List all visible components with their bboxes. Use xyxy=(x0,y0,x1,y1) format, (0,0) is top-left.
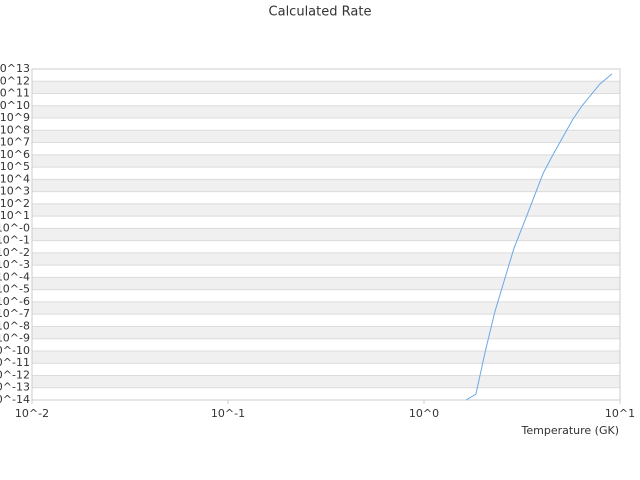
y-tick-label: 10^13 xyxy=(0,62,30,75)
y-tick-label: 10^11 xyxy=(0,87,30,100)
y-tick-label: 10^1 xyxy=(0,209,30,222)
y-tick-label: 10^-3 xyxy=(0,258,30,271)
y-tick-label: 10^6 xyxy=(0,148,30,161)
grid-band xyxy=(32,154,620,168)
y-tick-label: 10^-9 xyxy=(0,332,30,345)
y-tick-label: 10^9 xyxy=(0,111,30,124)
grid-band xyxy=(32,277,620,290)
grid-band xyxy=(32,252,620,266)
y-tick-label: 10^-7 xyxy=(0,307,30,320)
grid-band xyxy=(32,326,620,339)
grid-band xyxy=(32,375,620,388)
grid-band xyxy=(32,228,620,241)
y-tick-label: 10^7 xyxy=(0,136,30,149)
y-tick-label: 10^4 xyxy=(0,172,30,185)
y-tick-label: 10^-11 xyxy=(0,356,30,369)
x-tick-label: 10^1 xyxy=(605,407,635,420)
grid-band xyxy=(32,105,620,119)
y-tick-label: 10^-2 xyxy=(0,246,30,259)
y-tick-label: 10^12 xyxy=(0,74,30,87)
y-tick-label: 10^-0 xyxy=(0,221,30,234)
y-tick-label: 10^-8 xyxy=(0,319,30,332)
x-tick-label: 10^-1 xyxy=(211,407,245,420)
y-tick-label: 10^3 xyxy=(0,185,30,198)
y-tick-label: 10^-6 xyxy=(0,295,30,308)
x-axis-label: Temperature (GK) xyxy=(521,424,620,437)
y-tick-label: 10^-10 xyxy=(0,344,30,357)
plot-frame xyxy=(31,68,621,401)
grid-band xyxy=(32,81,620,94)
y-tick-label: 10^-5 xyxy=(0,283,30,296)
grid-band xyxy=(32,179,620,192)
y-tick-label: 10^-13 xyxy=(0,381,30,394)
x-tick-label: 10^0 xyxy=(409,407,439,420)
y-tick-label: 10^10 xyxy=(0,99,30,112)
data-line xyxy=(465,73,613,401)
y-tick-label: 10^-14 xyxy=(0,393,30,406)
y-tick-label: 10^2 xyxy=(0,197,30,210)
y-tick-label: 10^-1 xyxy=(0,234,30,247)
y-tick-label: 10^5 xyxy=(0,160,30,173)
y-tick-label: 10^8 xyxy=(0,123,30,136)
x-tick-label: 10^-2 xyxy=(15,407,49,420)
plot-background xyxy=(32,81,620,388)
y-tick-label: 10^-4 xyxy=(0,270,30,283)
grid-band xyxy=(32,350,620,364)
y-tick-label: 10^-12 xyxy=(0,368,30,381)
grid-band xyxy=(32,130,620,143)
grid-band xyxy=(32,203,620,217)
grid-band xyxy=(32,301,620,315)
chart-title: Calculated Rate xyxy=(269,5,372,20)
